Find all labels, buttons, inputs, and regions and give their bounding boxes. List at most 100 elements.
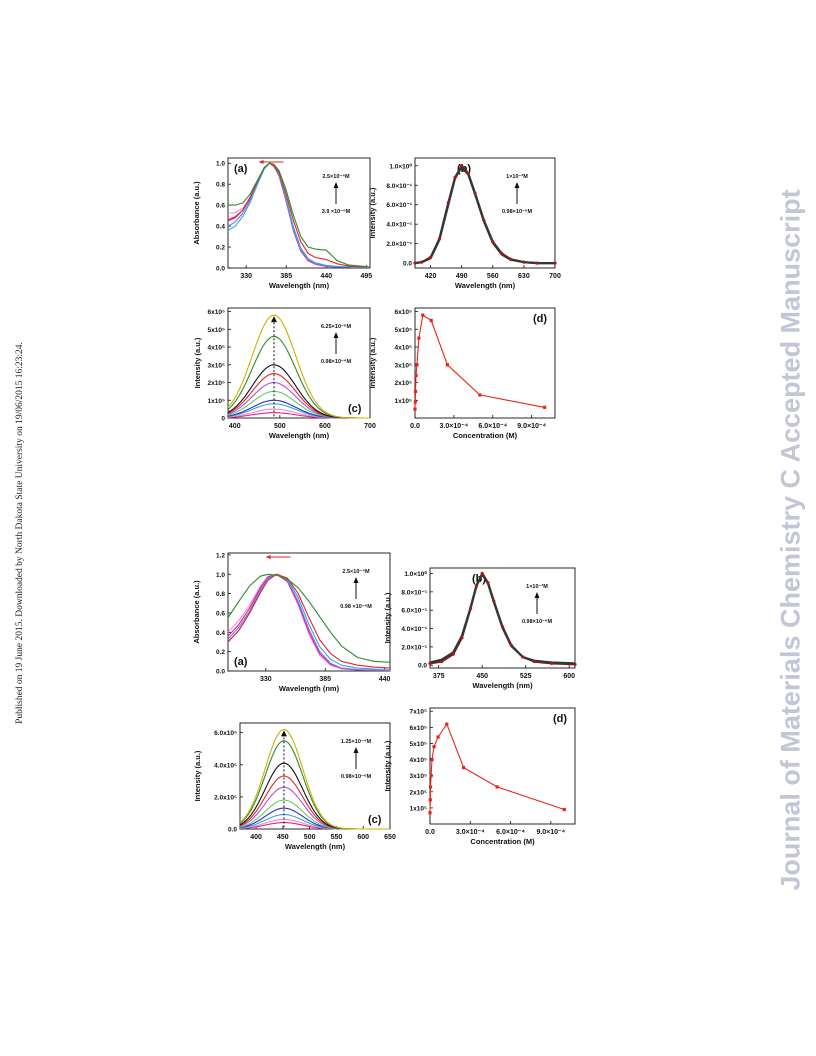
x-tick-label: 9.0×10⁻⁴ [517, 423, 546, 430]
data-point [509, 643, 513, 647]
x-tick-label: 550 [331, 834, 343, 841]
y-tick-label: 0.0 [216, 669, 225, 676]
panel-label: (c) [368, 814, 382, 826]
x-axis-label: Wavelength (nm) [455, 281, 516, 290]
plot-frame [414, 157, 556, 269]
data-point [460, 164, 464, 168]
y-axis-label: Intensity (a.u.) [193, 750, 202, 801]
x-axis-label: Wavelength (nm) [269, 281, 330, 290]
y-tick-label: 0.4 [216, 630, 225, 637]
data-point [428, 811, 432, 815]
y-tick-label: 4.0×10⁻¹ [386, 222, 412, 229]
spectrum-line [227, 573, 391, 663]
y-tick-label: 8.0×10⁻¹ [401, 589, 427, 596]
data-point [491, 240, 495, 244]
data-point [414, 373, 418, 378]
annotation-high-concentration: 2.5×10⁻⁴M [342, 569, 370, 575]
x-tick-label: 450 [277, 834, 289, 841]
x-tick-label: 330 [260, 676, 272, 683]
data-point [453, 175, 457, 180]
data-point [474, 584, 478, 588]
annotation-low-concentration: 0.98×10⁻⁶M [321, 359, 351, 365]
y-tick-label: 2x10⁵ [207, 380, 225, 387]
x-tick-label: 600 [357, 834, 369, 841]
y-tick-label: 2x10⁵ [409, 789, 427, 796]
y-tick-label: 0.8 [216, 182, 225, 189]
y-tick-label: 6.0x10⁵ [214, 730, 237, 737]
x-tick-label: 9.0×10⁻⁴ [536, 829, 565, 836]
x-axis-label: Concentration (M) [470, 837, 535, 846]
data-point [417, 336, 421, 340]
spectrum-line [228, 162, 371, 268]
y-tick-label: 1.0×10⁰ [389, 162, 412, 170]
y-tick-label: 6x10⁵ [409, 725, 427, 732]
data-point [469, 606, 473, 610]
data-point [500, 251, 504, 255]
data-point [440, 659, 444, 664]
panel-label: (a) [234, 656, 248, 668]
y-tick-label: 1.0 [216, 161, 225, 168]
x-tick-label: 6.0×10⁻⁴ [478, 423, 507, 430]
y-tick-label: 2.0x10⁵ [214, 794, 237, 801]
data-point [429, 318, 433, 323]
x-tick-label: 630 [518, 273, 530, 280]
y-axis-label: Absorbance (a.u.) [192, 580, 201, 644]
y-tick-label: 2.0×10⁻¹ [386, 241, 412, 248]
data-point [550, 661, 554, 666]
y-tick-label: 3x10⁵ [409, 773, 427, 780]
spectrum-line [227, 573, 391, 671]
concentration-arrow-head [333, 182, 339, 188]
margin-journal-watermark: Journal of Materials Chemistry C Accepte… [775, 189, 806, 891]
x-axis-label: Wavelength (nm) [285, 842, 346, 851]
y-tick-label: 6.0×10⁻¹ [401, 608, 427, 615]
data-point [413, 407, 417, 411]
data-point [430, 757, 434, 762]
y-tick-label: 1x10⁵ [394, 398, 412, 405]
data-point [428, 785, 433, 789]
data-point [413, 389, 418, 393]
x-tick-label: 600 [563, 673, 575, 680]
y-tick-label: 5x10⁵ [207, 327, 225, 334]
x-axis-label: Concentration (M) [453, 431, 518, 440]
x-tick-label: 495 [361, 273, 373, 280]
y-tick-label: 0.6 [216, 203, 225, 210]
spectrum-line [227, 573, 390, 672]
y-tick-label: 2.0×10⁻¹ [401, 644, 427, 651]
y-tick-label: 0.2 [216, 649, 225, 656]
x-tick-label: 450 [476, 673, 488, 680]
x-tick-label: 440 [320, 273, 332, 280]
data-point [466, 171, 470, 176]
data-point [482, 218, 486, 222]
data-point [413, 261, 417, 265]
x-tick-label: 440 [379, 676, 391, 683]
data-point [429, 774, 433, 778]
fig2-panel-c-emission-concentration: 400 450 500 550 600 650 0.0 2.0x10⁵ 4.0x10⁵ 6.0x1… [193, 722, 396, 851]
fig1-panel-b-emission: 420 490 560 630 700 0.0 2.0×10⁻¹ 4.0×10⁻¹ 6.0×10… [368, 157, 561, 290]
y-tick-label: 0.8 [216, 591, 225, 598]
spectrum-line [227, 573, 390, 672]
x-tick-label: 560 [487, 273, 499, 280]
data-point [500, 625, 505, 629]
y-tick-label: 6x10⁵ [394, 309, 412, 316]
annotation-low-concentration: 0.98×10⁻⁶M [341, 774, 371, 780]
data-point [428, 661, 432, 666]
y-tick-label: 5x10⁵ [409, 741, 427, 748]
x-tick-label: 375 [433, 673, 445, 680]
y-tick-label: 4x10⁵ [394, 345, 412, 352]
y-tick-label: 0.0 [216, 266, 225, 273]
data-point [437, 237, 442, 241]
x-axis-label: Wavelength (nm) [472, 681, 533, 690]
x-tick-label: 3.0×10⁻⁴ [456, 829, 485, 836]
x-axis-label: Wavelength (nm) [279, 684, 340, 693]
y-tick-label: 4.0x10⁵ [214, 762, 237, 769]
data-point [428, 255, 433, 259]
annotation-low-concentration: 0.98×10⁻⁶M [522, 619, 552, 625]
data-point [415, 363, 419, 367]
data-point [522, 260, 526, 264]
x-tick-label: 650 [384, 834, 396, 841]
data-point [486, 581, 490, 585]
y-tick-label: 1.2 [216, 552, 225, 559]
data-point [451, 652, 455, 656]
x-tick-label: 420 [425, 273, 437, 280]
data-point [421, 313, 425, 317]
